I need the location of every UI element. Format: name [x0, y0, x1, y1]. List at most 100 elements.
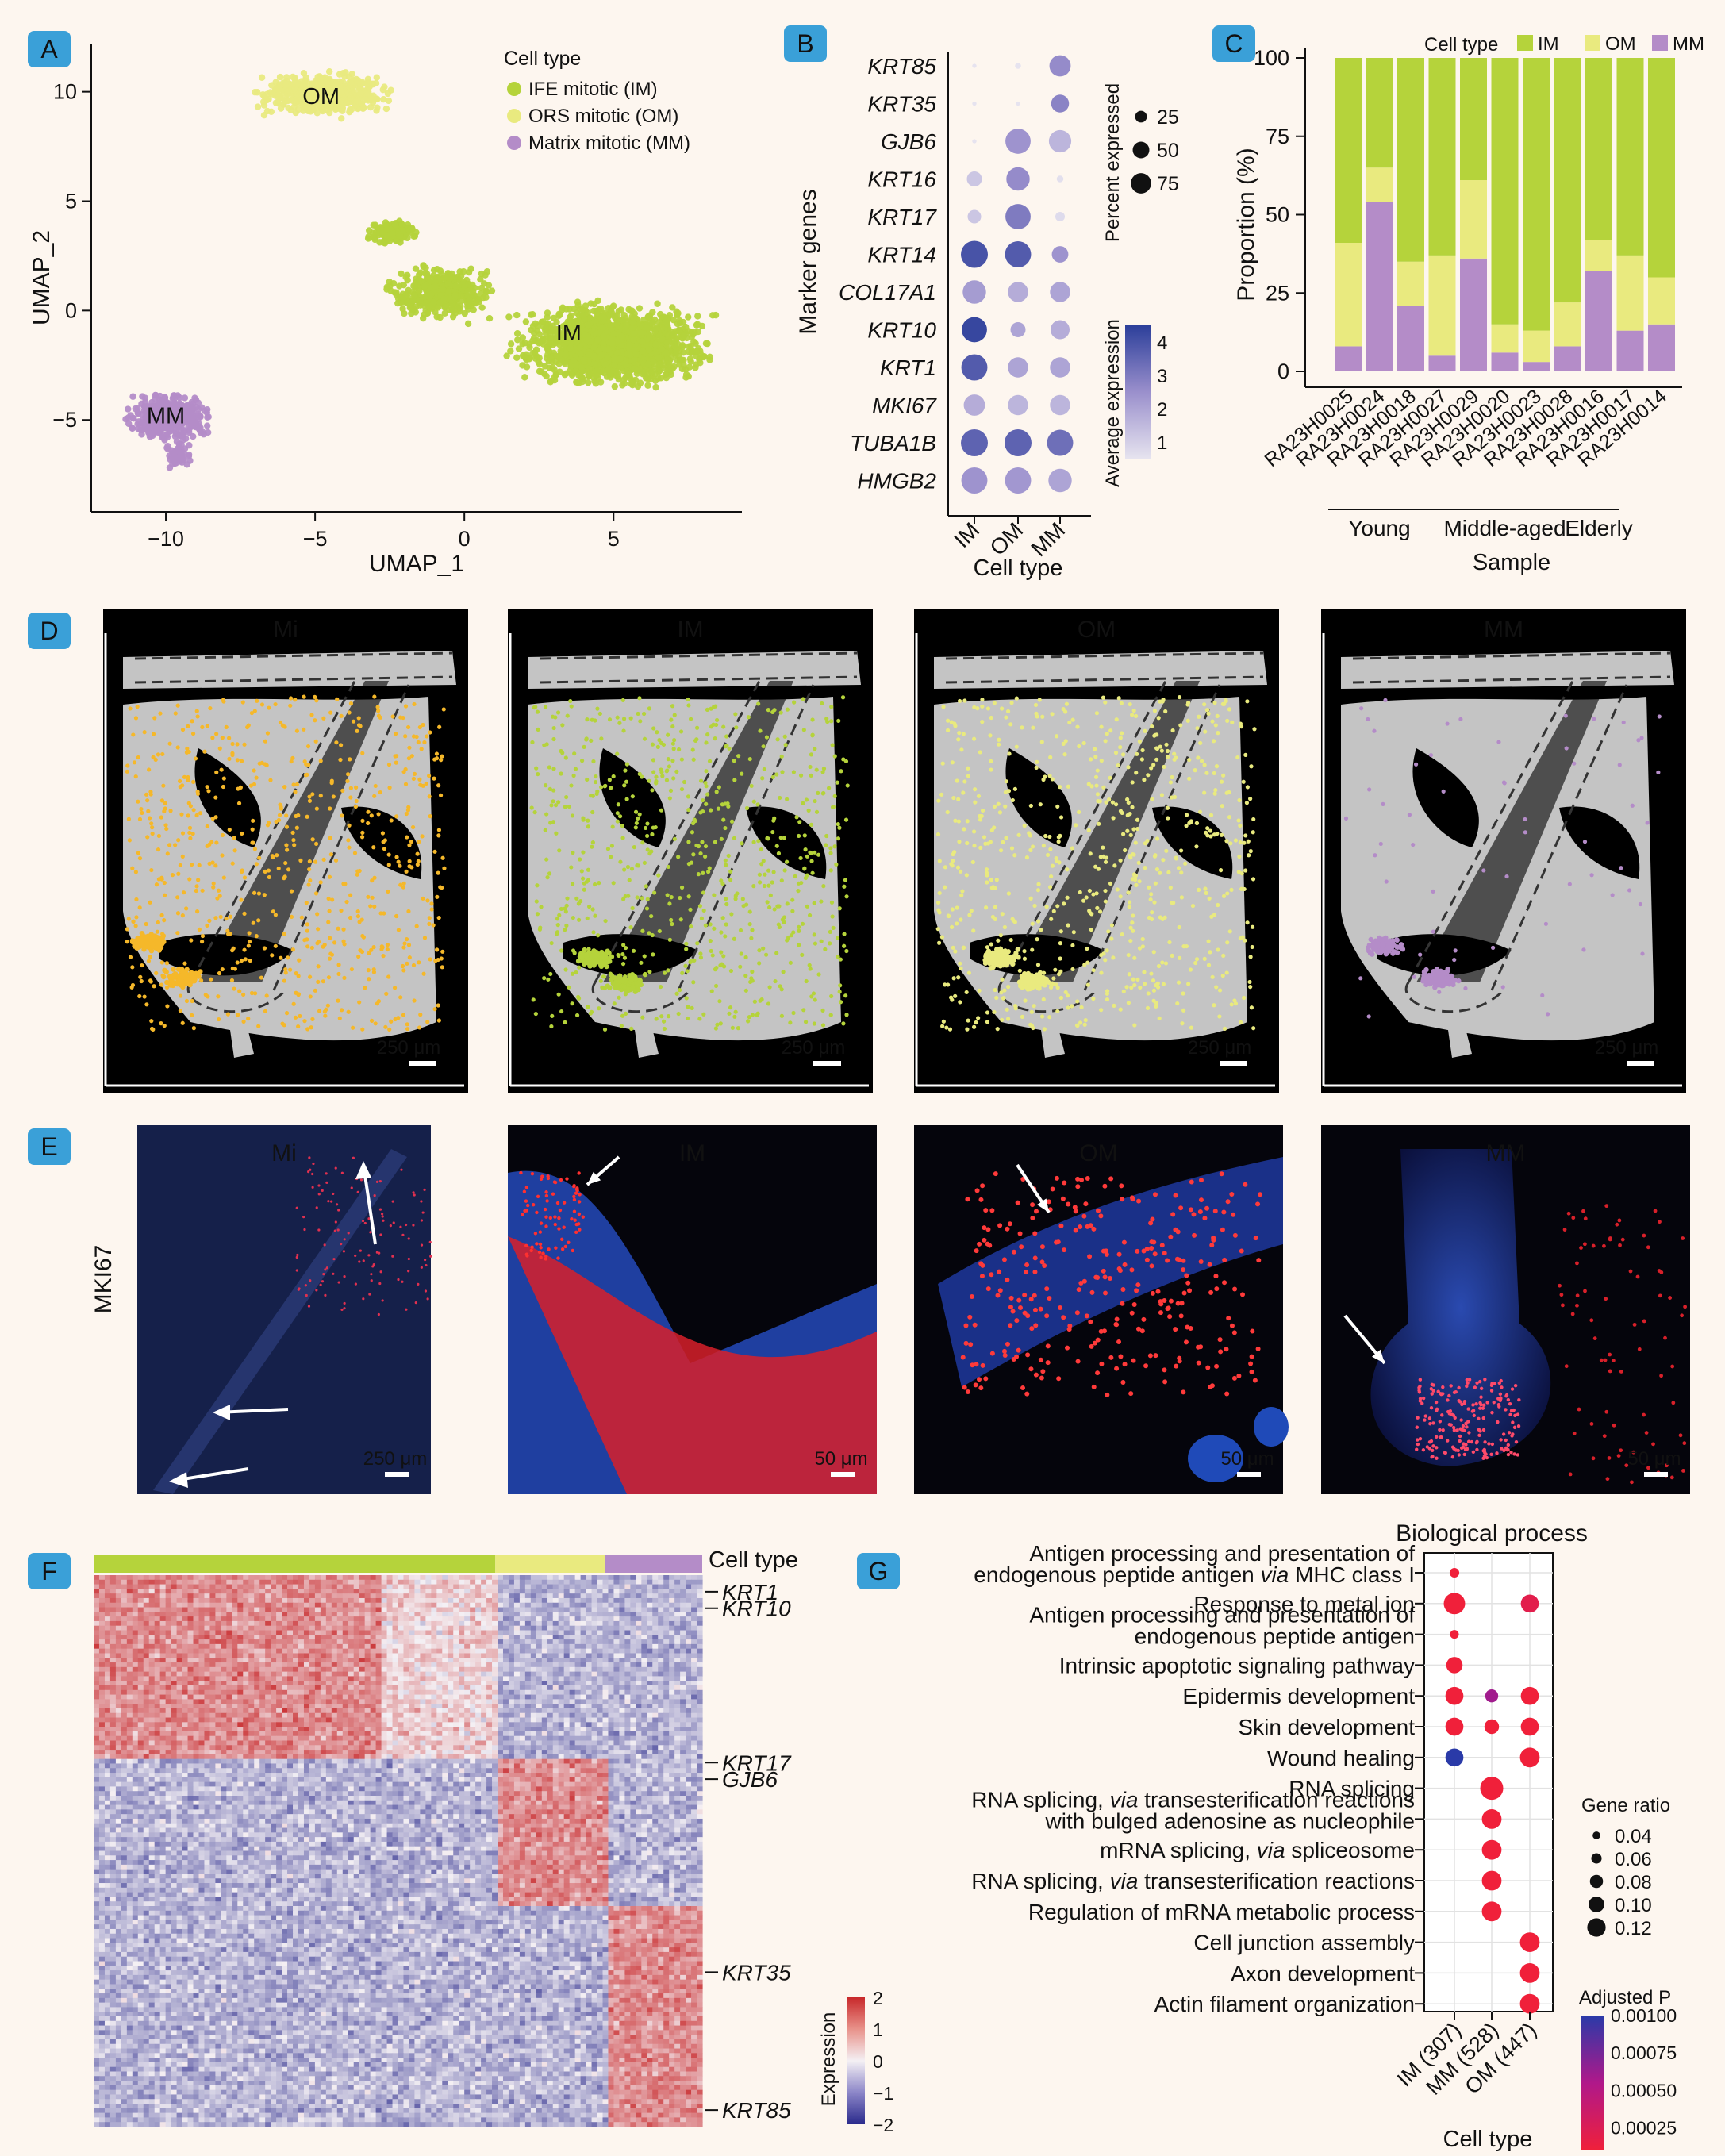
umap-point — [639, 348, 647, 355]
spatial-dot — [779, 754, 784, 759]
spatial-dot — [125, 769, 129, 774]
size-legend-label: 25 — [1157, 106, 1179, 129]
spatial-dot — [773, 978, 778, 984]
spatial-dot — [133, 924, 138, 928]
marker-dot — [1055, 211, 1066, 222]
spatial-dot — [568, 698, 573, 704]
spatial-dot — [136, 755, 140, 760]
spatial-dot — [717, 785, 721, 790]
spatial-dot — [343, 882, 348, 886]
spatial-dot — [235, 960, 240, 965]
spatial-dot — [171, 967, 176, 972]
spatial-dot — [714, 790, 719, 794]
marker-dot — [961, 467, 988, 494]
umap-point — [519, 362, 526, 369]
spatial-dot — [545, 875, 550, 880]
spatial-dot — [435, 894, 440, 899]
spatial-dot — [321, 979, 325, 984]
spatial-dot — [313, 718, 317, 723]
spatial-dot — [576, 996, 582, 1001]
spatial-dot — [569, 783, 574, 788]
spatial-dot — [134, 945, 140, 951]
spatial-dot — [296, 813, 301, 818]
umap-point — [604, 354, 611, 361]
spatial-dot — [142, 994, 147, 999]
spatial-dot — [326, 896, 331, 901]
spatial-dot — [535, 709, 540, 714]
spatial-dot — [440, 949, 445, 954]
spatial-dot — [661, 742, 667, 747]
spatial-dot — [721, 964, 727, 969]
bar-segment-om — [1616, 255, 1644, 331]
spatial-dot — [721, 817, 726, 822]
spatial-dot — [761, 744, 766, 749]
spatial-dot — [336, 926, 340, 931]
umap-point — [530, 329, 538, 336]
spatial-dot — [542, 975, 547, 981]
spatial-dot — [273, 943, 278, 948]
spatial-dot — [355, 869, 360, 874]
spatial-dot — [190, 719, 194, 724]
spatial-dot — [277, 813, 282, 817]
umap-point — [396, 282, 403, 290]
spatial-dot — [232, 836, 236, 840]
spatial-dot — [405, 1027, 410, 1032]
spatial-dot — [167, 741, 172, 746]
spatial-dot — [198, 811, 203, 816]
spatial-dot — [412, 998, 417, 1003]
spatial-dot — [807, 913, 813, 918]
spatial-dot — [242, 742, 247, 747]
spatial-dot — [716, 806, 720, 811]
umap-point — [706, 353, 713, 361]
spatial-dot — [415, 862, 420, 867]
spatial-dot — [650, 932, 655, 938]
spatial-dot — [416, 740, 421, 745]
spatial-dot — [382, 847, 387, 851]
spatial-dot — [313, 739, 318, 744]
spatial-dot — [750, 969, 755, 974]
spatial-dot — [547, 786, 552, 791]
spatial-dot — [830, 743, 835, 747]
spatial-dot — [800, 952, 805, 957]
spatial-dot — [128, 706, 133, 711]
marker-dot — [1010, 322, 1026, 337]
spatial-dot — [149, 821, 154, 826]
umap-point — [686, 355, 694, 363]
spatial-dot — [556, 992, 561, 997]
spatial-dot — [627, 878, 632, 882]
spatial-dot — [788, 960, 793, 965]
spatial-dot — [217, 970, 222, 976]
spatial-dot — [693, 818, 697, 824]
spatial-dot — [289, 914, 294, 920]
spatial-dot — [205, 824, 209, 829]
bar-segment-im — [1616, 58, 1644, 256]
spatial-dot — [585, 717, 590, 722]
proportion-y-tick: 100 — [1254, 46, 1289, 70]
spatial-dot — [710, 953, 715, 958]
spatial-dot — [750, 978, 755, 983]
spatial-dot — [684, 947, 689, 951]
umap-point — [630, 330, 638, 337]
spatial-dot — [678, 895, 682, 901]
spatial-dot — [672, 836, 677, 841]
spatial-dot — [640, 840, 645, 845]
spatial-dot — [593, 913, 597, 918]
spatial-dot — [618, 859, 623, 864]
umap-point — [655, 354, 663, 362]
umap-point — [421, 282, 428, 290]
spatial-dot — [357, 1000, 362, 1005]
umap-point — [505, 313, 513, 321]
spatial-dot — [691, 757, 696, 762]
umap-point — [651, 328, 659, 335]
spatial-dot — [195, 909, 200, 914]
marker-genes-label: Marker genes — [795, 189, 821, 334]
spatial-dot — [774, 772, 779, 777]
spatial-dot — [290, 830, 295, 835]
spatial-dot — [135, 935, 140, 941]
spatial-dot — [148, 955, 152, 959]
spatial-dot — [429, 907, 434, 912]
spatial-dot — [570, 882, 575, 886]
umap-point — [440, 295, 448, 303]
spatial-dot — [188, 836, 193, 840]
